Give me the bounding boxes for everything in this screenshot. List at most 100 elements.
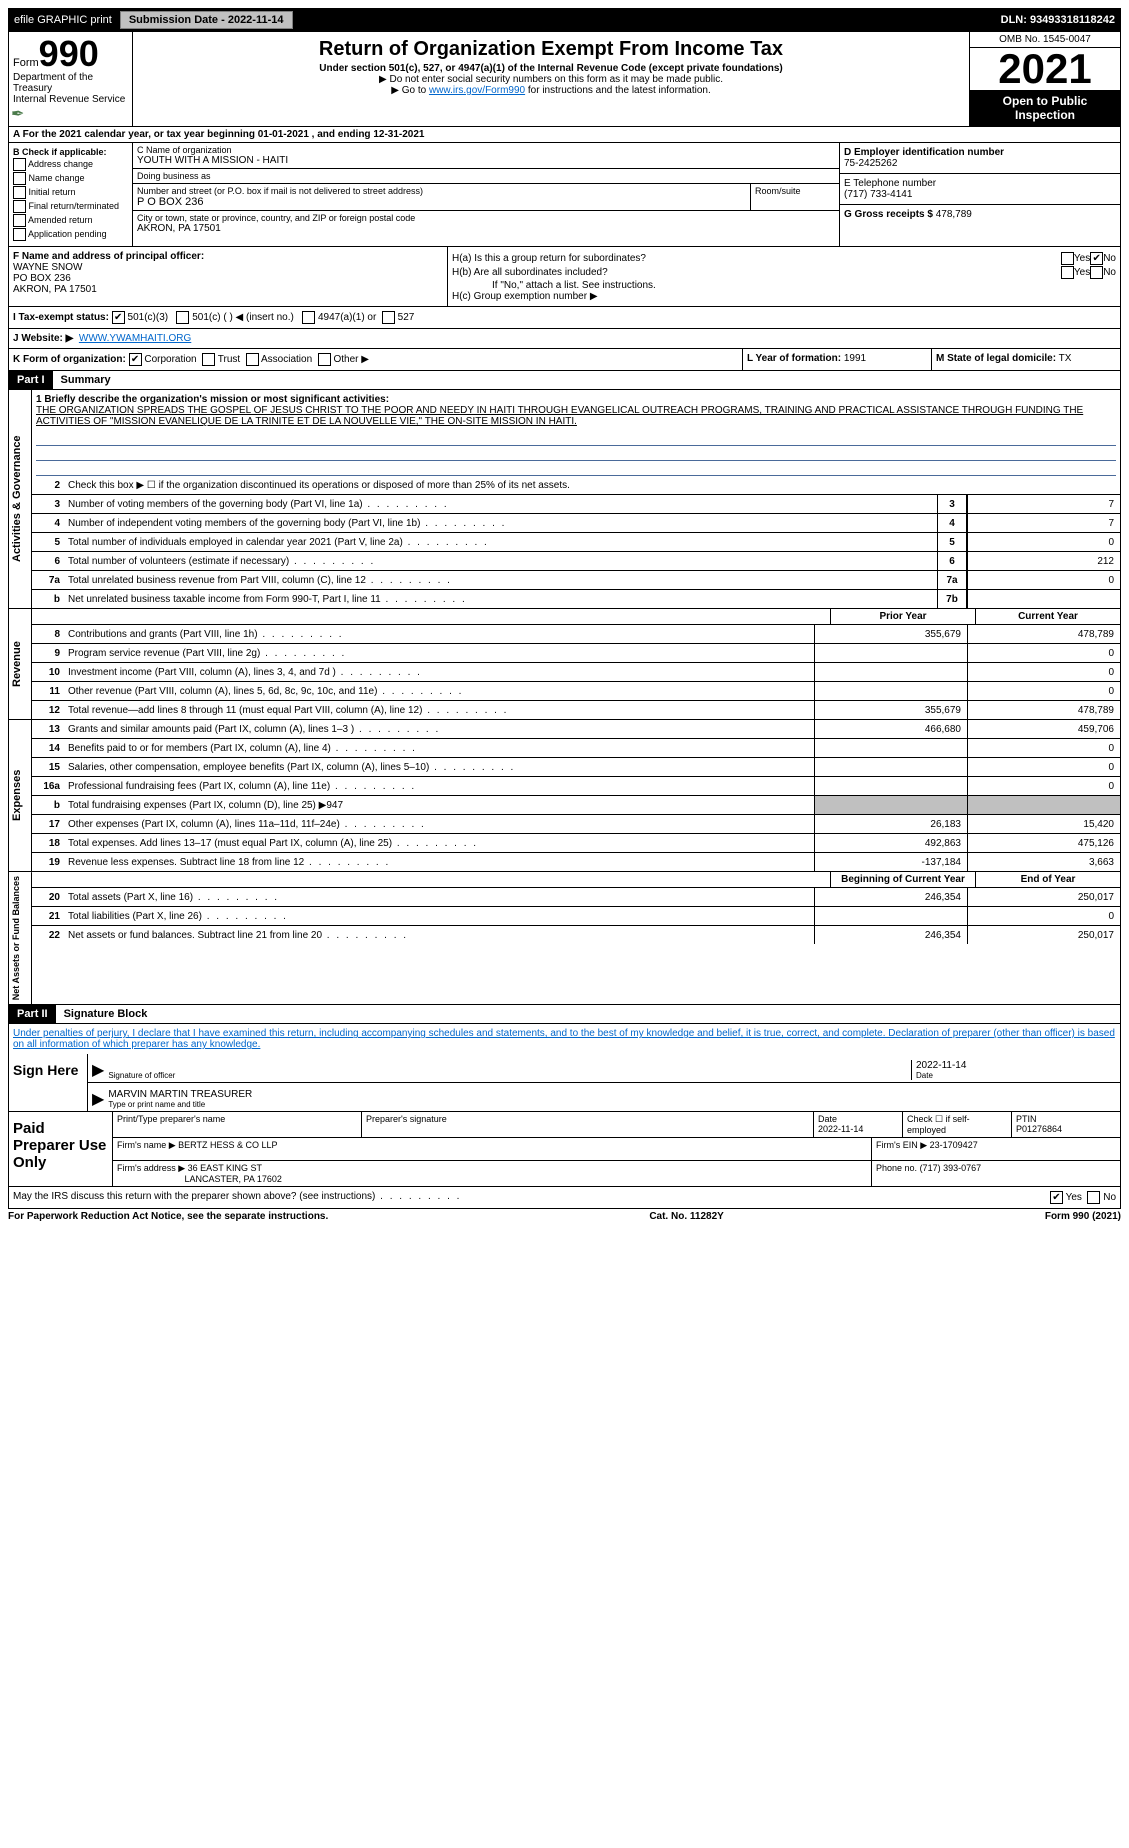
amended-return-check[interactable]: Amended return <box>13 214 128 227</box>
website-row: J Website: ▶ WWW.YWAMHAITI.ORG <box>8 329 1121 349</box>
firm-phone: (717) 393-0767 <box>920 1163 982 1173</box>
officer-group-row: F Name and address of principal officer:… <box>8 247 1121 307</box>
check-applicable-col: B Check if applicable: Address change Na… <box>9 143 133 246</box>
ptin-value: P01276864 <box>1016 1124 1062 1134</box>
tax-exempt-row: I Tax-exempt status: 501(c)(3) 501(c) ( … <box>8 307 1121 329</box>
form-org-row: K Form of organization: Corporation Trus… <box>8 349 1121 371</box>
revenue-section: Revenue Prior Year Current Year 8Contrib… <box>8 609 1121 720</box>
table-row: 2Check this box ▶ ☐ if the organization … <box>32 476 1120 495</box>
table-row: 10Investment income (Part VIII, column (… <box>32 663 1120 682</box>
form-number: 990 <box>39 33 99 74</box>
table-row: 17Other expenses (Part IX, column (A), l… <box>32 815 1120 834</box>
table-row: 19Revenue less expenses. Subtract line 1… <box>32 853 1120 871</box>
table-row: 4Number of independent voting members of… <box>32 514 1120 533</box>
efile-label: efile GRAPHIC print <box>14 14 112 26</box>
discuss-row: May the IRS discuss this return with the… <box>8 1187 1121 1209</box>
corporation-check <box>129 353 142 366</box>
declaration-text: Under penalties of perjury, I declare th… <box>9 1024 1120 1054</box>
na-vtab: Net Assets or Fund Balances <box>9 872 32 1004</box>
entity-block: B Check if applicable: Address change Na… <box>8 143 1121 247</box>
instructions-note: ▶ Go to www.irs.gov/Form990 for instruct… <box>137 85 965 96</box>
mission-text: THE ORGANIZATION SPREADS THE GOSPEL OF J… <box>36 405 1116 427</box>
table-row: 14Benefits paid to or for members (Part … <box>32 739 1120 758</box>
irs-label: Internal Revenue Service <box>13 94 128 105</box>
table-row: 8Contributions and grants (Part VIII, li… <box>32 625 1120 644</box>
sig-date: 2022-11-14 <box>916 1060 1116 1071</box>
rev-vtab: Revenue <box>9 609 32 719</box>
application-pending-check[interactable]: Application pending <box>13 228 128 241</box>
year-formation: 1991 <box>844 353 866 364</box>
activities-governance-section: Activities & Governance 1 Briefly descri… <box>8 390 1121 609</box>
ssn-note: ▶ Do not enter social security numbers o… <box>137 74 965 85</box>
final-return-check[interactable]: Final return/terminated <box>13 200 128 213</box>
firm-name: BERTZ HESS & CO LLP <box>178 1140 277 1150</box>
preparer-block: Paid Preparer Use Only Print/Type prepar… <box>8 1112 1121 1187</box>
initial-return-check[interactable]: Initial return <box>13 186 128 199</box>
feather-icon: ✒ <box>11 104 24 124</box>
table-row: 22Net assets or fund balances. Subtract … <box>32 926 1120 944</box>
form-header: Form990 ✒ Department of the Treasury Int… <box>8 32 1121 127</box>
open-public-badge: Open to Public Inspection <box>970 90 1120 126</box>
dept-label: Department of the Treasury <box>13 72 128 94</box>
blank-lines <box>32 431 1120 476</box>
table-row: bTotal fundraising expenses (Part IX, co… <box>32 796 1120 815</box>
501c3-check <box>112 311 125 324</box>
officer-name: WAYNE SNOW <box>13 262 443 273</box>
firm-addr: 36 EAST KING ST <box>188 1163 262 1173</box>
sign-here-label: Sign Here <box>9 1054 88 1111</box>
table-row: 5Total number of individuals employed in… <box>32 533 1120 552</box>
instructions-link[interactable]: www.irs.gov/Form990 <box>429 85 525 96</box>
table-row: 15Salaries, other compensation, employee… <box>32 758 1120 777</box>
gross-receipts: 478,789 <box>936 209 972 220</box>
signer-name: MARVIN MARTIN TREASURER <box>108 1089 1116 1100</box>
table-row: 12Total revenue—add lines 8 through 11 (… <box>32 701 1120 719</box>
table-row: 11Other revenue (Part VIII, column (A), … <box>32 682 1120 701</box>
table-row: 16aProfessional fundraising fees (Part I… <box>32 777 1120 796</box>
table-row: 6Total number of volunteers (estimate if… <box>32 552 1120 571</box>
table-row: 9Program service revenue (Part VIII, lin… <box>32 644 1120 663</box>
table-row: 18Total expenses. Add lines 13–17 (must … <box>32 834 1120 853</box>
table-row: 20Total assets (Part X, line 16)246,3542… <box>32 888 1120 907</box>
revenue-header: Prior Year Current Year <box>32 609 1120 625</box>
state-domicile: TX <box>1059 353 1072 364</box>
ein-value: 75-2425262 <box>844 158 1116 169</box>
signature-block: Under penalties of perjury, I declare th… <box>8 1024 1121 1112</box>
website-link[interactable]: WWW.YWAMHAITI.ORG <box>79 333 191 344</box>
arrow-icon: ▶ <box>92 1060 104 1080</box>
discuss-yes <box>1050 1191 1063 1204</box>
paid-preparer-label: Paid Preparer Use Only <box>9 1112 112 1186</box>
submission-date-button[interactable]: Submission Date - 2022-11-14 <box>120 11 293 29</box>
exp-vtab: Expenses <box>9 720 32 871</box>
street-address: P O BOX 236 <box>137 196 746 208</box>
table-row: 13Grants and similar amounts paid (Part … <box>32 720 1120 739</box>
org-name: YOUTH WITH A MISSION - HAITI <box>137 155 835 166</box>
room-suite-label: Room/suite <box>751 184 839 210</box>
officer-addr1: PO BOX 236 <box>13 273 443 284</box>
address-change-check[interactable]: Address change <box>13 158 128 171</box>
tax-year-row: A For the 2021 calendar year, or tax yea… <box>8 127 1121 143</box>
arrow-icon: ▶ <box>92 1089 104 1109</box>
net-assets-section: Net Assets or Fund Balances Beginning of… <box>8 872 1121 1005</box>
city-state-zip: AKRON, PA 17501 <box>137 223 835 234</box>
tax-year: 2021 <box>970 48 1120 90</box>
top-bar: efile GRAPHIC print Submission Date - 20… <box>8 8 1121 32</box>
part2-header: Part II Signature Block <box>8 1005 1121 1024</box>
form-title: Return of Organization Exempt From Incom… <box>137 38 965 61</box>
table-row: 3Number of voting members of the governi… <box>32 495 1120 514</box>
table-row: 7aTotal unrelated business revenue from … <box>32 571 1120 590</box>
group-return-no <box>1090 252 1103 265</box>
dln-label: DLN: 93493318118242 <box>1001 14 1115 26</box>
table-row: bNet unrelated business taxable income f… <box>32 590 1120 608</box>
gov-vtab: Activities & Governance <box>9 390 32 608</box>
phone-value: (717) 733-4141 <box>844 189 1116 200</box>
name-change-check[interactable]: Name change <box>13 172 128 185</box>
table-row: 21Total liabilities (Part X, line 26)0 <box>32 907 1120 926</box>
expenses-section: Expenses 13Grants and similar amounts pa… <box>8 720 1121 872</box>
officer-addr2: AKRON, PA 17501 <box>13 284 443 295</box>
form-word: Form <box>13 57 39 69</box>
part1-header: Part I Summary <box>8 371 1121 390</box>
na-header: Beginning of Current Year End of Year <box>32 872 1120 888</box>
footer: For Paperwork Reduction Act Notice, see … <box>8 1209 1121 1224</box>
firm-ein: 23-1709427 <box>930 1140 978 1150</box>
prep-date: 2022-11-14 <box>818 1124 863 1134</box>
